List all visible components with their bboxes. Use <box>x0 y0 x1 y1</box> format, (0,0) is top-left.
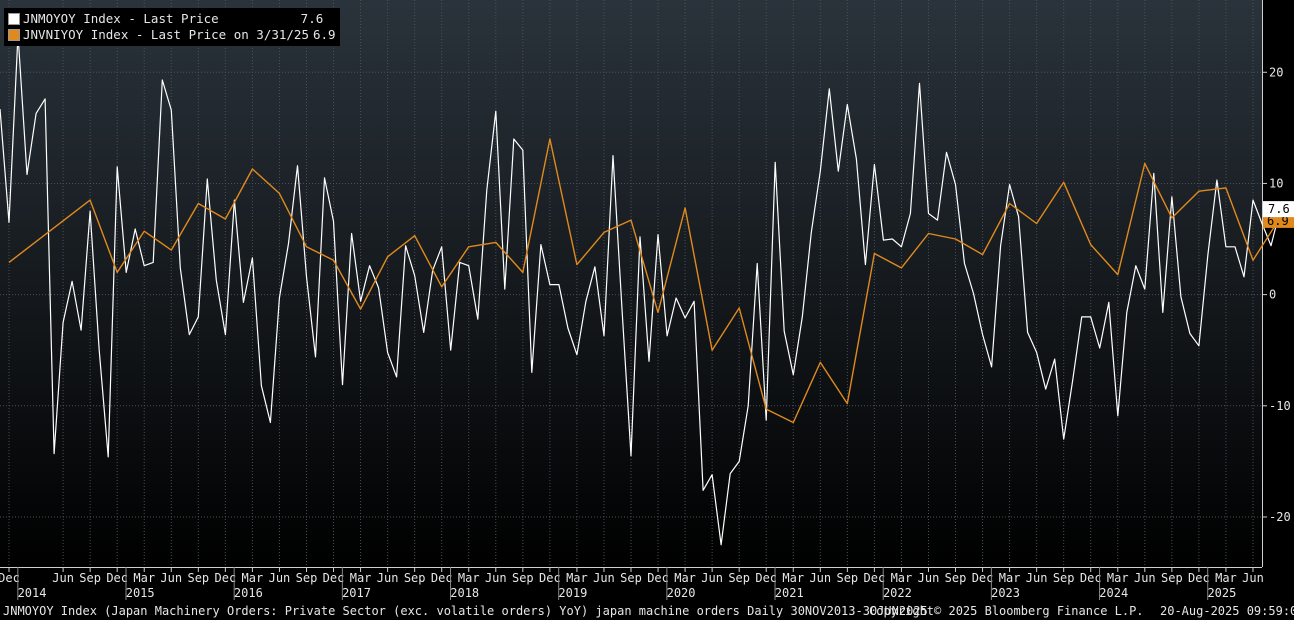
series <box>0 33 1281 546</box>
x-tick-label: Mar <box>458 571 480 585</box>
x-year-label: 2022 <box>883 586 912 600</box>
footer-timestamp: 20-Aug-2025 09:59:05 <box>1160 604 1294 618</box>
x-year-label: 2017 <box>342 586 371 600</box>
x-tick-label: Dec <box>431 571 453 585</box>
y-tick-label: 0 <box>1269 288 1276 302</box>
x-tick-label: Mar <box>1107 571 1129 585</box>
series-jnmoyoy-line <box>0 33 1281 546</box>
series-jnvniyoy-line <box>8 138 1281 424</box>
last-value-badges: 6.97.6 <box>1263 201 1294 228</box>
x-tick-label: Mar <box>566 571 588 585</box>
x-tick-label: Dec <box>539 571 561 585</box>
legend: JNMOYOY Index - Last Price 7.6 JNVNIYOY … <box>4 8 340 46</box>
x-tick-label: Jun <box>1242 571 1264 585</box>
x-tick-label: Jun <box>593 571 615 585</box>
footer-description: JNMOYOY Index (Japan Machinery Orders: P… <box>3 604 928 618</box>
x-tick-label: Dec <box>647 571 669 585</box>
legend-label-series1: JNMOYOY Index - Last Price <box>23 11 219 26</box>
last-value-badge-series1 <box>1263 201 1294 218</box>
last-value-label-series1: 7.6 <box>1268 202 1290 216</box>
x-tick-label: Mar <box>1215 571 1237 585</box>
x-tick-label: Mar <box>891 571 913 585</box>
x-tick-label: Jun <box>918 571 940 585</box>
y-tick-label: 20 <box>1269 65 1283 79</box>
x-tick-label: Sep <box>945 571 967 585</box>
x-tick-label: Dec <box>972 571 994 585</box>
x-tick-label: Sep <box>296 571 318 585</box>
x-tick-label: Sep <box>404 571 426 585</box>
x-tick-label: Sep <box>620 571 642 585</box>
x-tick-label: Mar <box>674 571 696 585</box>
x-tick-label: Mar <box>350 571 372 585</box>
x-tick-label: Sep <box>1053 571 1075 585</box>
x-year-label: 2024 <box>1099 586 1128 600</box>
x-tick-label: Dec <box>106 571 128 585</box>
x-tick-label: Sep <box>1161 571 1183 585</box>
legend-item-series1[interactable]: JNMOYOY Index - Last Price 7.6 <box>8 11 336 27</box>
x-tick-label: Jun <box>377 571 399 585</box>
x-tick-label: Mar <box>242 571 264 585</box>
x-tick-label: Sep <box>187 571 209 585</box>
y-axis-background <box>1263 0 1294 567</box>
footer-copyright: Copyright© 2025 Bloomberg Finance L.P. <box>869 604 1144 618</box>
legend-value-series2: 6.9 <box>312 27 336 42</box>
y-tick-label: -20 <box>1269 510 1291 524</box>
x-tick-label: Dec <box>215 571 237 585</box>
x-tick-label: Dec <box>864 571 886 585</box>
y-tick-label: -10 <box>1269 399 1291 413</box>
x-year-label: 2015 <box>126 586 155 600</box>
x-tick-label: Jun <box>809 571 831 585</box>
last-value-label-series2: 6.9 <box>1267 214 1289 228</box>
x-year-label: 2014 <box>18 586 47 600</box>
x-tick-label: Sep <box>728 571 750 585</box>
plot-background <box>0 0 1262 567</box>
x-tick-label: Jun <box>269 571 291 585</box>
footer-bar: JNMOYOY Index (Japan Machinery Orders: P… <box>0 602 1294 620</box>
x-tick-label: Dec <box>323 571 345 585</box>
x-tick-label: Jun <box>52 571 74 585</box>
x-tick-label: Jun <box>1134 571 1156 585</box>
legend-value-series1: 7.6 <box>300 11 324 26</box>
x-year-label: 2021 <box>775 586 804 600</box>
x-tick-label: Jun <box>485 571 507 585</box>
x-year-label: 2025 <box>1207 586 1236 600</box>
axes: -20 -10 0 10 20 Dec Jun Sep Dec Mar Jun Sep Dec Mar Ju… <box>0 0 1294 600</box>
x-tick-label: Mar <box>999 571 1021 585</box>
grid <box>0 0 1262 567</box>
legend-swatch-orange-icon <box>8 29 20 41</box>
x-tick-label: Jun <box>160 571 182 585</box>
x-year-label: 2023 <box>991 586 1020 600</box>
x-year-label: 2019 <box>558 586 587 600</box>
x-tick-label: Jun <box>701 571 723 585</box>
x-tick-label: Sep <box>836 571 858 585</box>
x-tick-label: Dec <box>0 571 20 585</box>
legend-label-series2: JNVNIYOY Index - Last Price on 3/31/25 <box>23 27 309 42</box>
legend-item-series2[interactable]: JNVNIYOY Index - Last Price on 3/31/25 6… <box>8 27 336 43</box>
x-tick-label: Sep <box>79 571 101 585</box>
x-tick-label: Dec <box>1188 571 1210 585</box>
x-year-label: 2020 <box>667 586 696 600</box>
x-year-label: 2016 <box>234 586 263 600</box>
y-tick-label: 10 <box>1269 176 1283 190</box>
legend-swatch-white-icon <box>8 13 20 25</box>
x-tick-label: Dec <box>755 571 777 585</box>
x-tick-label: Sep <box>512 571 534 585</box>
x-tick-label: Dec <box>1080 571 1102 585</box>
x-tick-label: Mar <box>782 571 804 585</box>
x-tick-label: Jun <box>1026 571 1048 585</box>
x-tick-label: Mar <box>133 571 155 585</box>
x-year-label: 2018 <box>450 586 479 600</box>
